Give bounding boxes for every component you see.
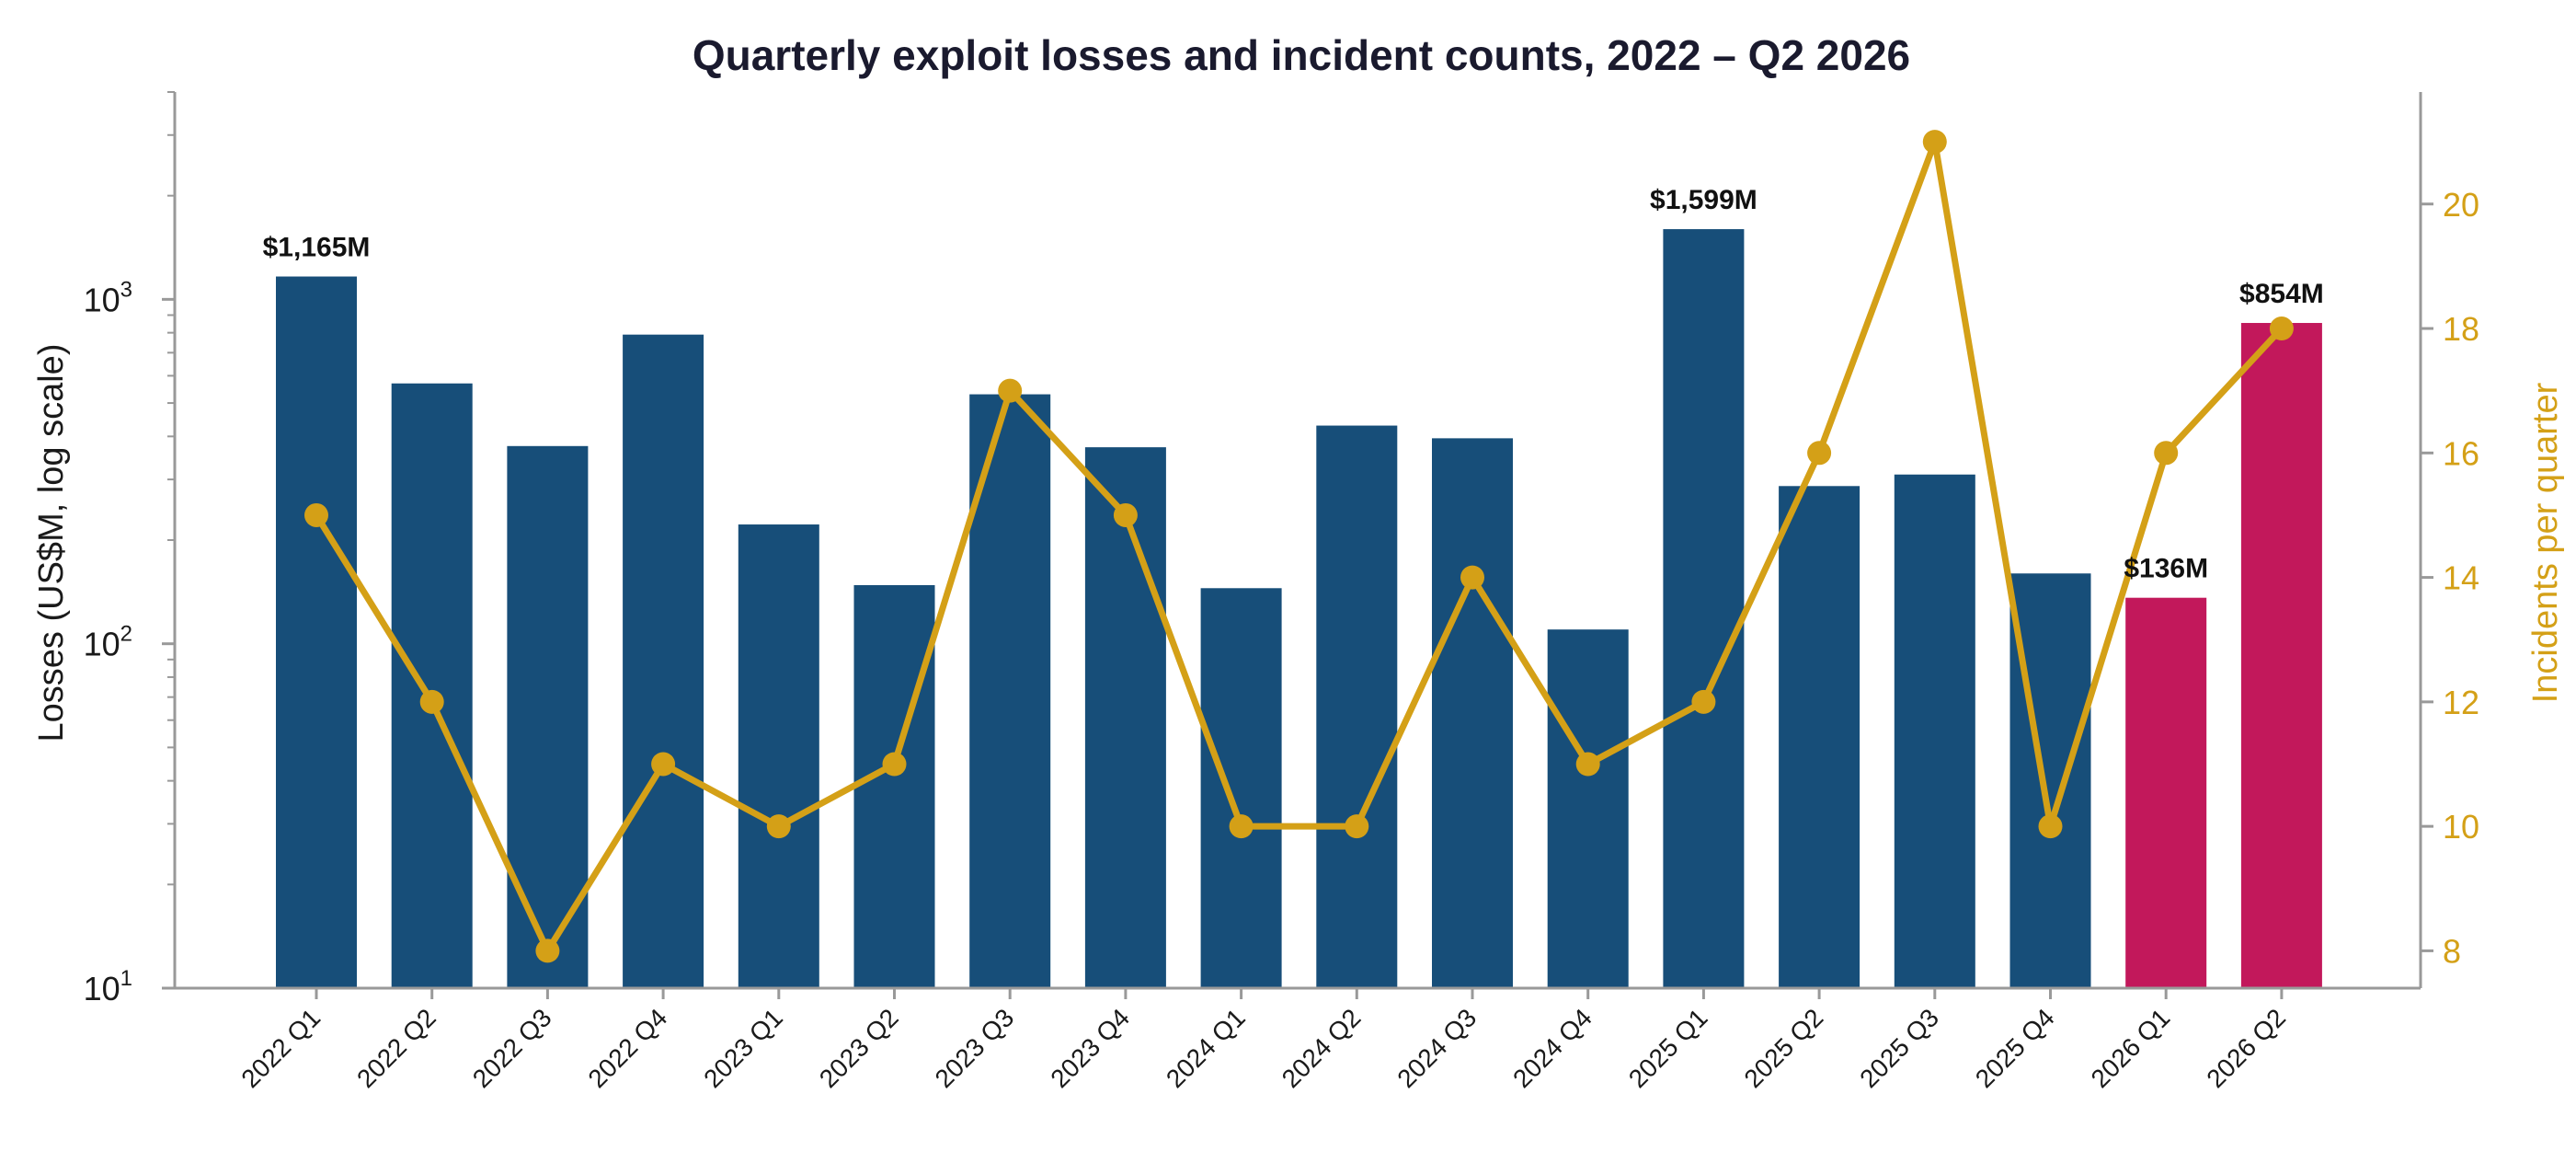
incident-point	[1922, 130, 1947, 155]
bar	[1547, 629, 1629, 988]
chart-title: Quarterly exploit losses and incident co…	[693, 31, 1910, 79]
bar	[2125, 597, 2207, 988]
incident-point	[1575, 752, 1600, 777]
incident-point	[766, 814, 791, 839]
x-tick-label: 2025 Q4	[1970, 1003, 2060, 1093]
bar	[2240, 323, 2322, 988]
bar	[276, 276, 357, 988]
x-tick-label: 2022 Q3	[467, 1003, 557, 1093]
incident-point	[1460, 565, 1484, 590]
x-tick-label: 2022 Q2	[351, 1003, 441, 1093]
bar	[1316, 425, 1398, 989]
incident-point	[2269, 317, 2294, 341]
y-tick-label: 102	[84, 622, 132, 663]
bar	[1779, 486, 1860, 988]
bars-layer	[276, 229, 2322, 989]
y-tick-label: 103	[84, 277, 132, 318]
x-tick-label: 2022 Q4	[582, 1003, 672, 1093]
x-tick-label: 2025 Q2	[1738, 1003, 1828, 1093]
x-tick-label: 2024 Q2	[1277, 1003, 1367, 1093]
incident-point	[1229, 814, 1254, 839]
bar	[391, 383, 473, 988]
y-axis-label: Losses (US$M, log scale)	[32, 344, 71, 742]
bar	[969, 394, 1051, 988]
x-tick-label: 2023 Q2	[814, 1003, 904, 1093]
bar	[2009, 573, 2091, 988]
y2-tick-label: 14	[2443, 559, 2479, 597]
y2-axis-label: Incidents per quarter	[2526, 382, 2565, 703]
y2-tick-label: 12	[2443, 684, 2479, 721]
y-tick-label: 101	[84, 966, 132, 1007]
x-tick-label: 2024 Q3	[1391, 1003, 1482, 1093]
y2-tick-label: 16	[2443, 434, 2479, 472]
labels-layer: $1,165M $1,599M $136M $854M	[263, 185, 2324, 584]
incident-point	[882, 752, 907, 777]
y2-tick-label: 18	[2443, 310, 2479, 348]
x-tick-label: 2026 Q2	[2201, 1003, 2291, 1093]
bar	[738, 524, 819, 988]
incident-point	[1345, 814, 1369, 839]
bar	[1894, 474, 1975, 988]
incident-point	[998, 378, 1023, 403]
line-layer	[304, 130, 2294, 963]
incident-point	[1113, 502, 1138, 527]
x-tick-label: 2026 Q1	[2086, 1003, 2176, 1093]
bar	[853, 584, 935, 988]
incident-point	[419, 689, 444, 714]
bar	[1663, 229, 1745, 989]
incident-point	[2154, 441, 2179, 466]
x-tick-label: 2023 Q1	[698, 1003, 788, 1093]
y2-tick-label: 8	[2443, 932, 2461, 970]
x-tick-label: 2025 Q1	[1623, 1003, 1713, 1093]
bar	[1084, 447, 1166, 989]
x-tick-label: 2023 Q4	[1045, 1003, 1135, 1093]
incident-point	[651, 752, 676, 777]
x-tick-label: 2022 Q1	[235, 1003, 326, 1093]
bar-annotation: $854M	[2239, 279, 2324, 309]
x-tick-label: 2024 Q4	[1507, 1003, 1597, 1093]
bar-annotation: $1,599M	[1650, 185, 1757, 215]
y2-tick-label: 20	[2443, 186, 2479, 224]
incident-point	[535, 938, 560, 963]
incident-point	[1807, 441, 1832, 466]
incident-point	[1691, 689, 1716, 714]
bar	[623, 334, 704, 988]
bar	[1200, 588, 1282, 988]
bar-annotation: $1,165M	[263, 233, 371, 263]
incident-point	[304, 502, 328, 527]
incident-point	[2038, 814, 2063, 839]
bar	[1432, 438, 1513, 989]
y2-tick-label: 10	[2443, 808, 2479, 846]
x-tick-label: 2025 Q3	[1854, 1003, 1944, 1093]
x-tick-label: 2024 Q1	[1161, 1003, 1251, 1093]
bar-annotation: $136M	[2124, 554, 2208, 584]
incident-line	[314, 138, 2284, 954]
x-tick-label: 2023 Q3	[930, 1003, 1020, 1093]
